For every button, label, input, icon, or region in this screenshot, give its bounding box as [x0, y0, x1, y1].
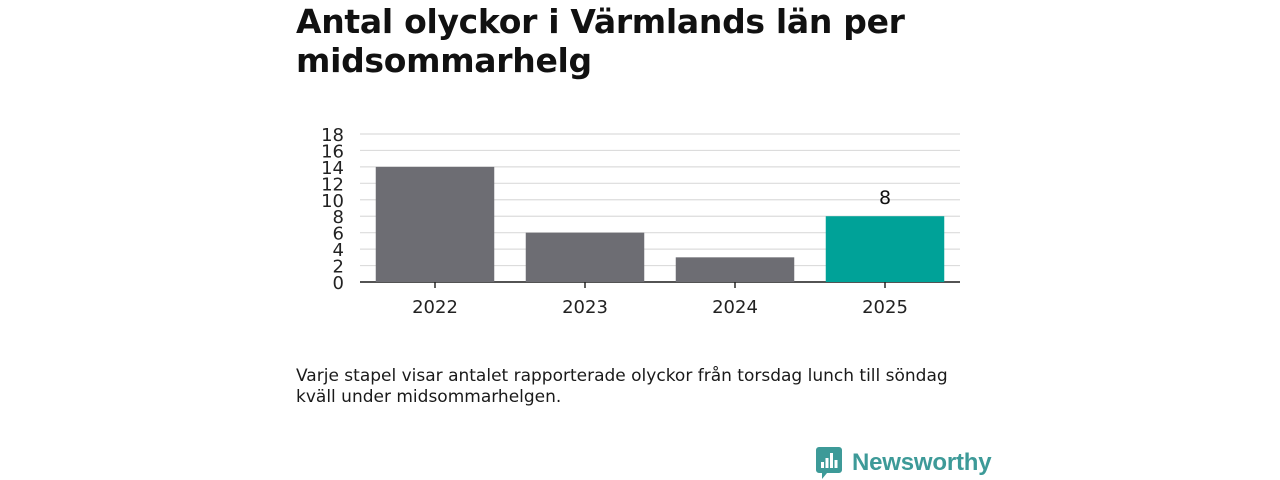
- y-tick-label: 6: [333, 224, 344, 245]
- y-tick-label: 4: [333, 240, 344, 261]
- bar-2022: [375, 166, 495, 282]
- x-axis-tick-labels: 2022 2023 2024 2025: [412, 282, 908, 318]
- y-tick-label: 0: [333, 273, 344, 294]
- newsworthy-logo: Newsworthy: [816, 446, 992, 480]
- y-tick-label: 14: [321, 158, 344, 179]
- chart-caption: Varje stapel visar antalet rapporterade …: [296, 366, 948, 407]
- bar-2024: [675, 257, 795, 282]
- x-tick-label: 2023: [562, 297, 608, 318]
- y-tick-label: 18: [321, 125, 344, 146]
- data-label-2025: 8: [879, 187, 891, 209]
- bar-chart: 0 2 4 6 8 10 12 14 16 18 8 2022 2023 2024 2025: [296, 120, 986, 324]
- data-labels: 8: [879, 187, 891, 209]
- y-tick-label: 8: [333, 207, 344, 228]
- y-tick-label: 2: [333, 257, 344, 278]
- bar-2025: [825, 216, 945, 282]
- y-tick-label: 12: [321, 174, 344, 195]
- chart-card: Antal olyckor i Värmlands län per midsom…: [296, 0, 992, 480]
- brand-name: Newsworthy: [852, 449, 992, 476]
- y-tick-label: 10: [321, 191, 344, 212]
- bars: [375, 166, 945, 282]
- x-tick-label: 2022: [412, 297, 458, 318]
- bar-2023: [525, 232, 645, 282]
- newsworthy-bar-chart-icon: [816, 447, 842, 479]
- x-tick-label: 2024: [712, 297, 758, 318]
- chart-title: Antal olyckor i Värmlands län per midsom…: [296, 2, 905, 80]
- x-tick-label: 2025: [862, 297, 908, 318]
- y-tick-label: 16: [321, 141, 344, 162]
